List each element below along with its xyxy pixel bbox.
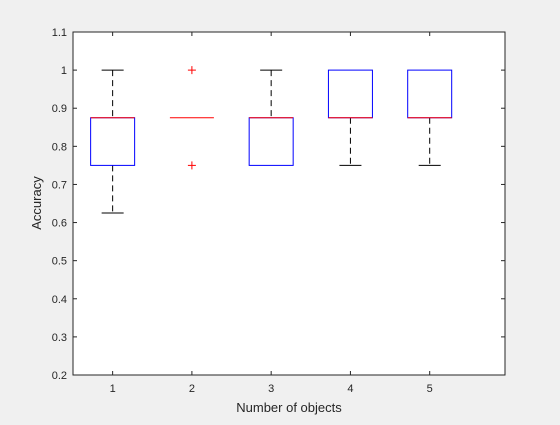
y-tick-label: 0.3	[52, 332, 67, 344]
box-group-4	[327, 69, 373, 166]
axes-background	[72, 31, 506, 376]
y-axis: 0.2 0.3 0.4 0.5 0.6 0.7 0.8 0.9 1 1.1	[52, 27, 505, 382]
x-tick-label: 2	[189, 383, 195, 395]
box-group-5	[407, 69, 453, 166]
x-axis: 1 2 3 4 5	[110, 32, 433, 395]
x-tick-label: 1	[110, 383, 116, 395]
y-tick-label: 0.8	[52, 141, 67, 153]
box-series	[90, 66, 453, 214]
x-tick-label: 4	[347, 383, 353, 395]
box-group-1	[90, 69, 136, 214]
y-tick-label: 0.2	[52, 370, 67, 382]
box-group-3	[248, 69, 294, 166]
y-tick-label: 1	[61, 65, 67, 77]
y-tick-label: 0.6	[52, 218, 67, 230]
x-tick-label: 5	[427, 383, 433, 395]
y-tick-label: 0.9	[52, 103, 67, 115]
y-tick-label: 1.1	[52, 27, 67, 39]
x-axis-label: Number of objects	[236, 400, 342, 415]
y-tick-label: 0.5	[52, 256, 67, 268]
y-tick-label: 0.7	[52, 179, 67, 191]
y-tick-label: 0.4	[52, 294, 67, 306]
box-group-2	[169, 66, 214, 170]
outlier-marker	[187, 161, 196, 170]
outlier-marker	[187, 66, 196, 75]
x-tick-label: 3	[268, 383, 274, 395]
y-axis-label: Accuracy	[29, 176, 44, 230]
